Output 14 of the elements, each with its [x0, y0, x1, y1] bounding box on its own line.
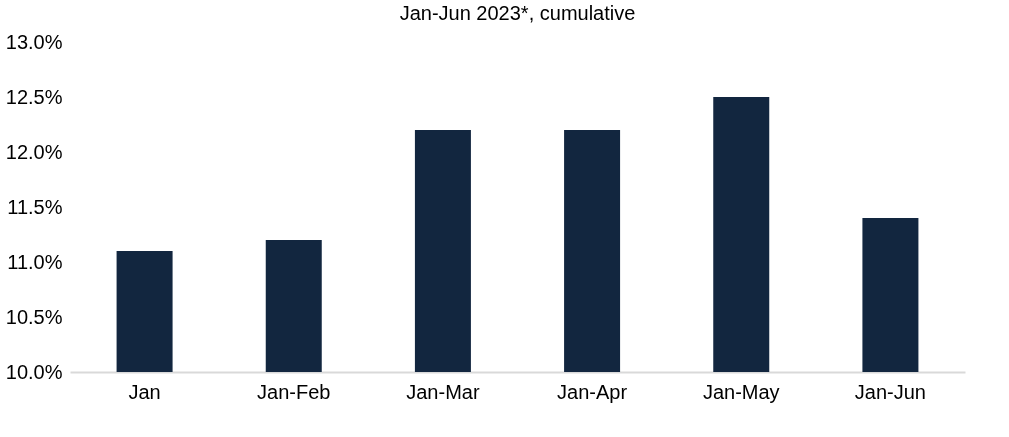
y-tick-label: 11.5% [7, 195, 63, 218]
x-tick-label: Jan [128, 380, 161, 403]
y-tick-label: 10.5% [5, 305, 63, 328]
y-tick-label: 11.0% [7, 250, 63, 273]
x-tick-label: Jan-Mar [406, 380, 480, 403]
y-tick-label: 12.5% [5, 85, 63, 108]
y-tick-label: 12.0% [5, 140, 63, 163]
y-tick-label: 10.0% [5, 360, 63, 383]
x-tick-label: Jan-May [702, 380, 780, 403]
chart-title: Jan-Jun 2023*, cumulative [399, 2, 636, 24]
x-tick-label: Jan-Feb [257, 380, 331, 403]
y-tick-label: 13.0% [5, 30, 63, 53]
x-tick-label: Jan-Jun [854, 380, 926, 403]
x-tick-label: Jan-Apr [557, 380, 628, 403]
